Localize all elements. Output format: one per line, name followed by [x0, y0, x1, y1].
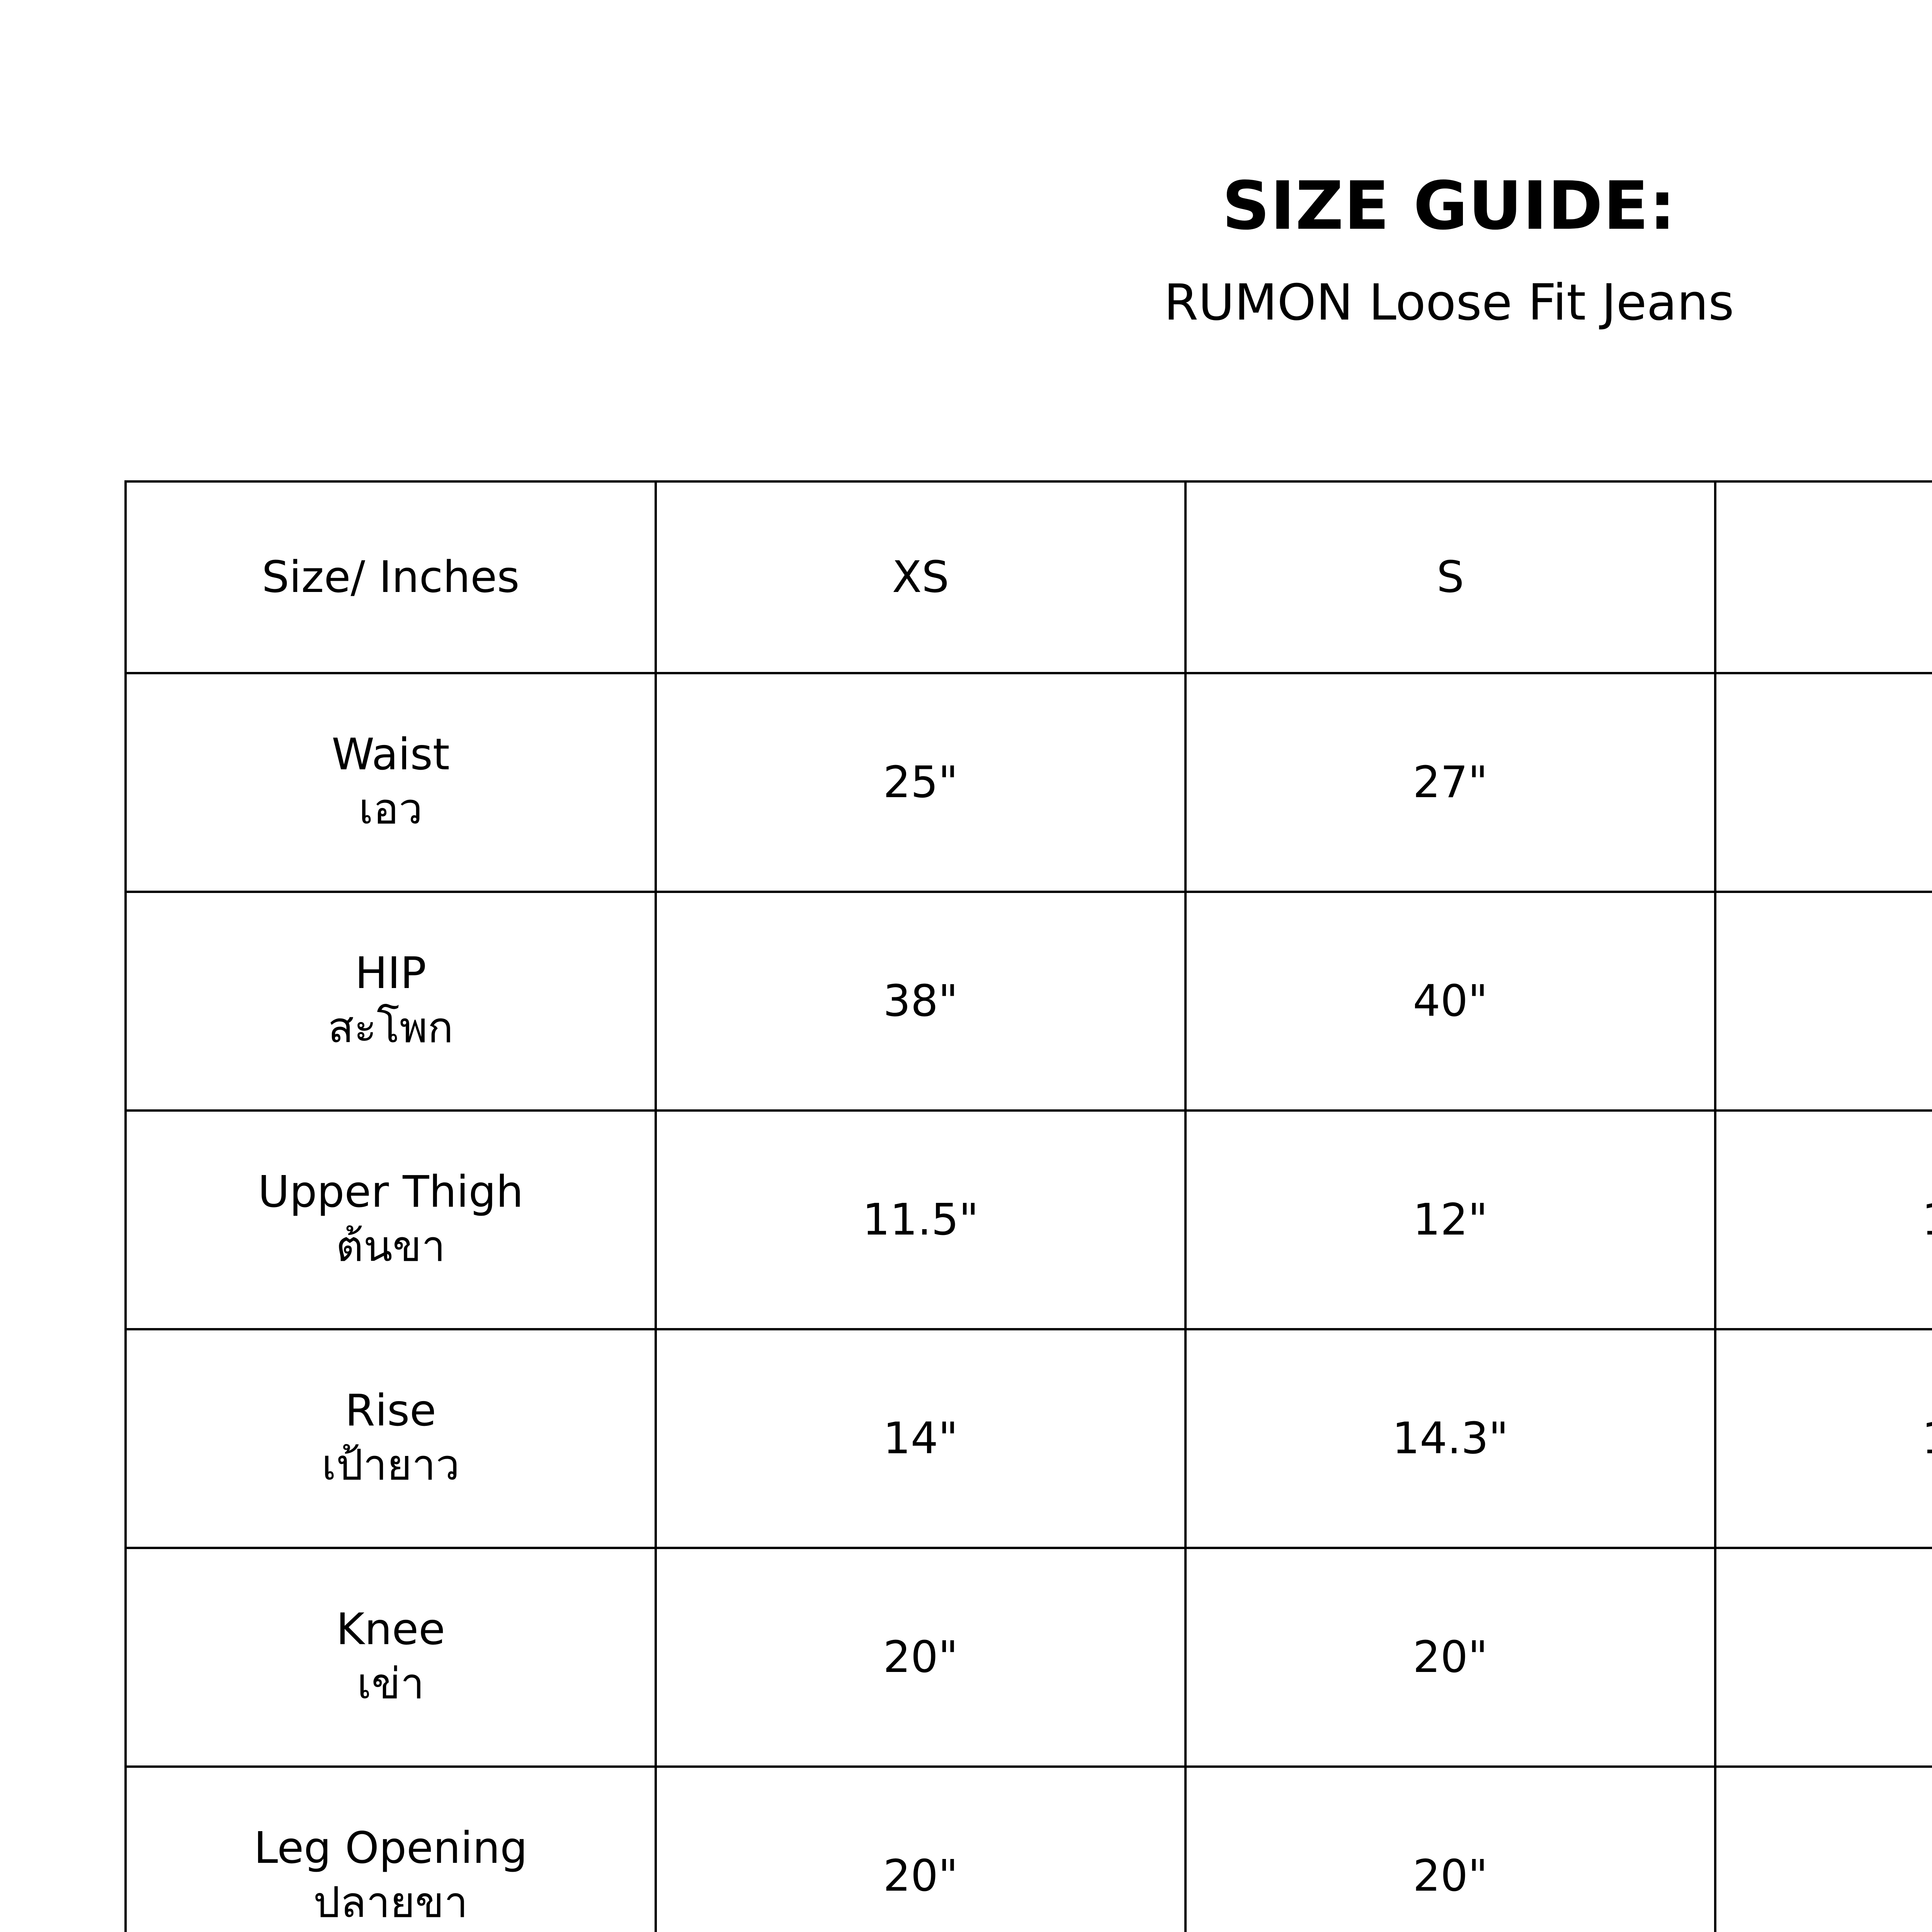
- cell-upper-thigh-xs: 11.5": [655, 1109, 1187, 1330]
- cell-value: 20": [883, 1632, 958, 1682]
- cell-value: 29": [1716, 757, 1932, 808]
- row-label-en: Leg Opening: [253, 1823, 528, 1874]
- cell-value: 27": [1413, 757, 1488, 808]
- cell-leg-opening-m: 21": [1714, 1765, 1932, 1932]
- cell-waist-xs: 25": [655, 672, 1187, 893]
- cell-knee-s: 20": [1184, 1547, 1716, 1768]
- row-label-th: เข่า: [357, 1658, 425, 1708]
- row-label-th: ต้นขา: [336, 1221, 446, 1271]
- row-label-th: เอว: [359, 784, 423, 833]
- size-guide-table: Size/ Inches XS S M L Waist เอว 25" 27" …: [124, 480, 1932, 1932]
- page-title: SIZE GUIDE:: [1222, 167, 1676, 245]
- cell-rise-s: 14.3": [1184, 1328, 1716, 1549]
- cell-knee-m: 21": [1714, 1547, 1932, 1768]
- cell-value: 25": [883, 757, 958, 808]
- row-label-upper-thigh: Upper Thigh ต้นขา: [124, 1109, 657, 1330]
- size-table-container: Size/ Inches XS S M L Waist เอว 25" 27" …: [124, 480, 1932, 1932]
- cell-value: 20": [1413, 1850, 1488, 1901]
- cell-value: 21": [1716, 1631, 1932, 1683]
- row-label-knee: Knee เข่า: [124, 1547, 657, 1768]
- cell-waist-s: 27": [1184, 672, 1716, 893]
- table-row: Knee เข่า 20" 20" 21" 21": [124, 1547, 1932, 1768]
- cell-value: 14.3": [1392, 1413, 1509, 1464]
- page-subtitle: RUMON Loose Fit Jeans: [1164, 274, 1734, 332]
- cell-value: 14.5": [1716, 1413, 1932, 1464]
- row-label-rise: Rise เป้ายาว: [124, 1328, 657, 1549]
- cell-upper-thigh-s: 12": [1184, 1109, 1716, 1330]
- row-label-en: Knee: [336, 1604, 446, 1655]
- row-label-en: Rise: [345, 1386, 437, 1436]
- cell-hip-xs: 38": [655, 891, 1187, 1112]
- row-label-en: Waist: [332, 730, 450, 780]
- cell-value: 40": [1413, 976, 1488, 1026]
- cell-value: 20": [883, 1850, 958, 1901]
- column-header-xs: XS: [655, 480, 1187, 674]
- row-label-en: HIP: [355, 948, 427, 999]
- cell-knee-xs: 20": [655, 1547, 1187, 1768]
- row-label-th: ปลายขา: [313, 1877, 468, 1927]
- column-header-m: M: [1714, 480, 1932, 674]
- cell-hip-m: 42": [1714, 891, 1932, 1112]
- column-header-measurement: Size/ Inches: [124, 480, 657, 674]
- table-row: Leg Opening ปลายขา 20" 20" 21" 21": [124, 1765, 1932, 1932]
- cell-value: 42": [1716, 975, 1932, 1027]
- cell-rise-m: 14.5": [1714, 1328, 1932, 1549]
- row-label-waist: Waist เอว: [124, 672, 657, 893]
- cell-leg-opening-s: 20": [1184, 1765, 1716, 1932]
- cell-value: 38": [883, 976, 958, 1026]
- row-label-th: เป้ายาว: [321, 1440, 460, 1490]
- cell-waist-m: 29": [1714, 672, 1932, 893]
- cell-hip-s: 40": [1184, 891, 1716, 1112]
- header-block: SIZE GUIDE: RUMON Loose Fit Jeans: [0, 170, 1932, 330]
- table-row: Upper Thigh ต้นขา 11.5" 12" 12.5" 13": [124, 1109, 1932, 1330]
- cell-leg-opening-xs: 20": [655, 1765, 1187, 1932]
- cell-value: 20": [1413, 1632, 1488, 1682]
- cell-rise-xs: 14": [655, 1328, 1187, 1549]
- table-row: HIP สะโพก 38" 40" 42" 44": [124, 891, 1932, 1112]
- cell-value: 12.5": [1716, 1194, 1932, 1246]
- table-row: Waist เอว 25" 27" 29" 31": [124, 672, 1932, 893]
- table-header-row: Size/ Inches XS S M L: [124, 480, 1932, 674]
- cell-upper-thigh-m: 12.5": [1714, 1109, 1932, 1330]
- cell-value: 11.5": [862, 1194, 979, 1245]
- table-row: Rise เป้ายาว 14" 14.3" 14.5" 15": [124, 1328, 1932, 1549]
- cell-value: 12": [1413, 1194, 1488, 1245]
- column-header-s: S: [1184, 480, 1716, 674]
- row-label-hip: HIP สะโพก: [124, 891, 657, 1112]
- cell-value: 21": [1716, 1850, 1932, 1902]
- row-label-th: สะโพก: [328, 1002, 454, 1052]
- row-label-en: Upper Thigh: [258, 1167, 524, 1218]
- cell-value: 14": [883, 1413, 958, 1464]
- row-label-leg-opening: Leg Opening ปลายขา: [124, 1765, 657, 1932]
